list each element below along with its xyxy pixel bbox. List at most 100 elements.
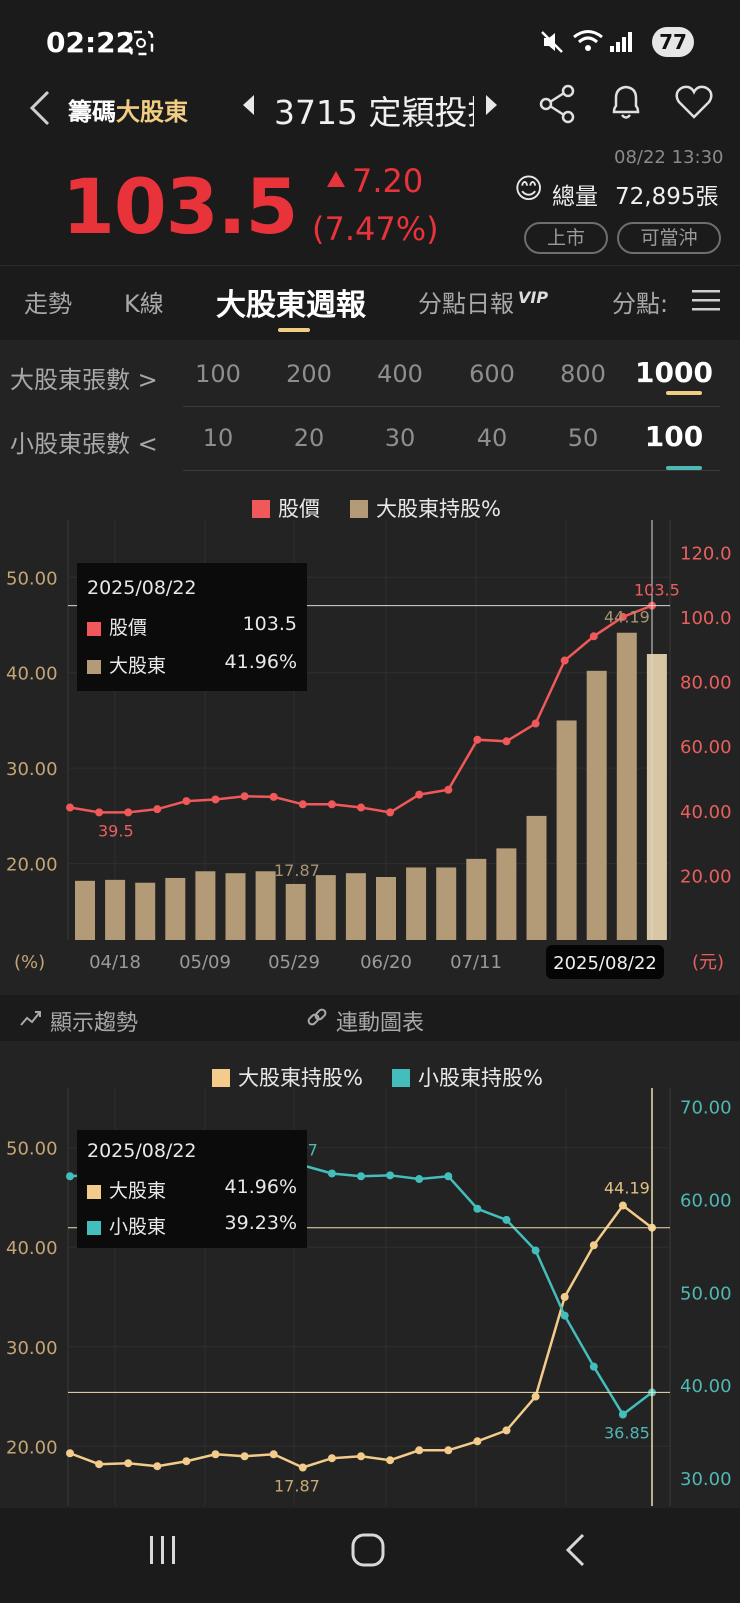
- annotation-last-price: 103.5: [634, 581, 680, 600]
- battery-indicator: 77: [652, 27, 694, 57]
- app-header: 籌碼大股東 3715 定穎投控: [0, 80, 740, 140]
- volume-value: 72,895張: [615, 184, 719, 210]
- minor-option-20[interactable]: 20: [293, 424, 325, 452]
- y-right-tick-label: 60.00: [680, 737, 732, 758]
- home-icon[interactable]: [350, 1532, 386, 1568]
- bar: [165, 877, 186, 940]
- y-right-tick-label: 50.00: [680, 1283, 732, 1304]
- minor-option-40[interactable]: 40: [476, 424, 508, 452]
- tab-bar: 走勢 K線 大股東週報 分點日報 VIP 分點:: [0, 265, 740, 340]
- tab-branch-daily-label: 分點日報: [418, 290, 514, 318]
- y-left-tick-label: 50.00: [6, 568, 58, 589]
- minor-holder-point: [66, 1172, 74, 1181]
- y-left-tick-label: 20.00: [6, 855, 58, 876]
- y-right-tick-label: 60.00: [680, 1190, 732, 1211]
- price-vs-major-chart[interactable]: 50.00 40.00 30.00 20.00 120.0 100.0 80.00 60.00…: [0, 520, 740, 990]
- annotation-min-price: 39.5: [98, 821, 134, 840]
- y-left-tick-label: 40.00: [6, 664, 58, 685]
- minor-holder-label: 小股東張數 <: [10, 430, 158, 458]
- x-tick-label: 07/11: [450, 952, 502, 973]
- tooltip-swatch: [87, 1221, 101, 1235]
- tab-branch-daily[interactable]: 分點日報 VIP: [418, 284, 548, 319]
- y-right-tick-label: 40.00: [680, 802, 732, 823]
- minor-holder-point: [618, 1410, 627, 1419]
- tooltip-value: 39.23%: [224, 1212, 297, 1234]
- annotation-max-major: 44.19: [604, 1179, 650, 1198]
- tab-major-holders-weekly[interactable]: 大股東週報: [216, 288, 366, 323]
- x-tick-label: 06/20: [360, 952, 412, 973]
- clock: 02:22: [46, 26, 136, 59]
- major-holder-point: [95, 1460, 104, 1469]
- bell-icon[interactable]: [608, 82, 644, 122]
- major-holder-point: [211, 1450, 220, 1459]
- bar: [285, 883, 306, 940]
- major-option-400[interactable]: 400: [377, 360, 423, 388]
- legend-major-label: 大股東持股%: [238, 1066, 363, 1090]
- price-point: [211, 795, 220, 804]
- tooltip-label: 小股東: [109, 1216, 167, 1238]
- major-holder-point: [66, 1449, 74, 1458]
- major-holder-point: [415, 1446, 424, 1455]
- bar: [345, 873, 366, 940]
- bar: [556, 720, 577, 940]
- tab-trend[interactable]: 走勢: [24, 290, 72, 318]
- chart1-tooltip: 2025/08/22 股價 103.5 大股東 41.96%: [77, 563, 307, 691]
- annotation-max-major: 44.19: [604, 608, 650, 627]
- price-point: [618, 612, 627, 621]
- minor-option-10[interactable]: 10: [202, 424, 234, 452]
- tooltip-row: 股價: [87, 613, 147, 640]
- bar: [315, 875, 336, 940]
- y-left-tick-label: 30.00: [6, 759, 58, 780]
- minor-option-30[interactable]: 30: [384, 424, 416, 452]
- major-option-1000[interactable]: 1000: [635, 356, 713, 389]
- recents-icon[interactable]: [146, 1534, 180, 1566]
- minor-holder-point: [327, 1169, 336, 1178]
- minor-option-100[interactable]: 100: [644, 420, 704, 453]
- major-option-600[interactable]: 600: [469, 360, 515, 388]
- major-option-800[interactable]: 800: [560, 360, 606, 388]
- back-icon[interactable]: [564, 1532, 586, 1568]
- tab-branch[interactable]: 分點:: [612, 290, 669, 318]
- minor-option-50[interactable]: 50: [567, 424, 599, 452]
- legend-minor: 小股東持股%: [392, 1062, 543, 1092]
- major-vs-minor-chart-panel: [0, 1041, 740, 1508]
- bar: [195, 871, 216, 940]
- y-right-tick-label: 120.0: [680, 543, 732, 564]
- stock-title: 3715 定穎投控: [274, 93, 474, 132]
- menu-icon[interactable]: [692, 288, 720, 312]
- price-point: [502, 737, 511, 746]
- crosshair-label-bg: [546, 945, 664, 979]
- tab-kline[interactable]: K線: [124, 290, 164, 318]
- annotation-min-minor: 36.85: [604, 1424, 650, 1443]
- major-holder-point: [560, 1293, 569, 1301]
- tooltip-value: 41.96%: [224, 651, 297, 673]
- bar: [135, 882, 156, 940]
- tooltip-value: 103.5: [242, 613, 297, 635]
- linked-charts-toggle[interactable]: 連動圖表: [336, 1011, 425, 1036]
- major-option-200[interactable]: 200: [286, 360, 332, 388]
- minor-holder-point: [444, 1172, 453, 1181]
- heart-icon[interactable]: [674, 84, 714, 120]
- show-trend-toggle[interactable]: 顯示趨勢: [50, 1011, 139, 1036]
- bar: [646, 654, 667, 940]
- divider: [183, 406, 720, 407]
- bar: [105, 879, 126, 940]
- tooltip-swatch: [87, 622, 101, 636]
- brand-prefix: 籌碼: [68, 98, 116, 126]
- bar: [616, 632, 637, 940]
- caret-right-icon[interactable]: [484, 94, 498, 116]
- x-tick-label: 05/29: [268, 952, 320, 973]
- share-icon[interactable]: [538, 84, 576, 124]
- price-point: [298, 800, 307, 809]
- y-left-tick-label: 40.00: [6, 1238, 58, 1259]
- major-option-100[interactable]: 100: [195, 360, 241, 388]
- price-point: [589, 632, 598, 641]
- tooltip-row: 大股東: [87, 1176, 166, 1203]
- caret-left-icon[interactable]: [242, 94, 256, 116]
- major-holder-point: [124, 1459, 133, 1468]
- chevron-left-icon[interactable]: [28, 90, 52, 126]
- major-holder-point: [386, 1456, 395, 1465]
- signal-icon: [610, 32, 632, 52]
- minor-holder-point: [357, 1172, 365, 1181]
- major-holder-point: [502, 1426, 511, 1435]
